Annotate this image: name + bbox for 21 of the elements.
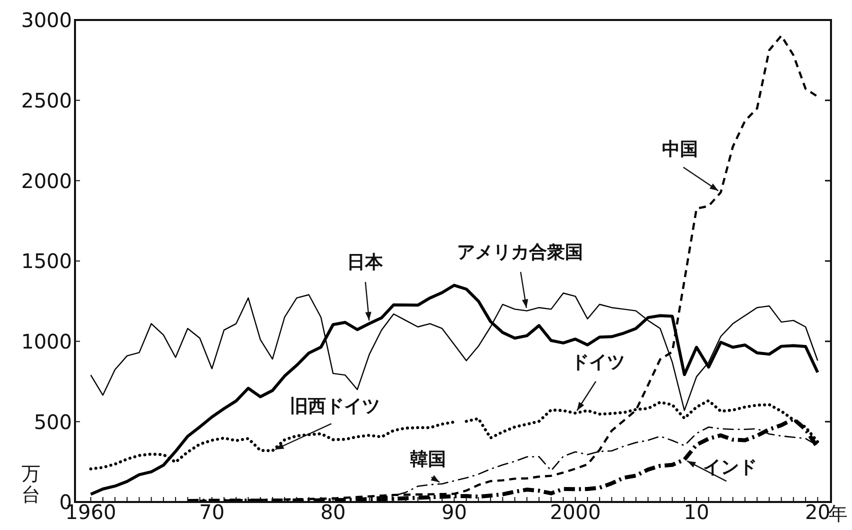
x-tick-label: 80 bbox=[320, 500, 346, 524]
y-tick-label: 2000 bbox=[21, 168, 72, 193]
series-label: 中国 bbox=[662, 139, 698, 160]
y-tick-label: 1500 bbox=[21, 249, 72, 274]
series-label: インド bbox=[703, 457, 757, 478]
series-label: 日本 bbox=[347, 252, 384, 273]
x-tick-label: 70 bbox=[199, 500, 225, 524]
x-tick-label: 2000 bbox=[550, 500, 601, 524]
x-tick-label: 20 bbox=[804, 500, 830, 524]
x-tick-label: 10 bbox=[684, 500, 710, 524]
x-axis-title: 年 bbox=[828, 503, 848, 525]
series-label: 韓国 bbox=[410, 449, 446, 470]
y-tick-label: 2500 bbox=[21, 88, 72, 112]
series-label: 旧西ドイツ bbox=[290, 396, 380, 417]
y-tick-label: 1000 bbox=[21, 329, 72, 354]
series-label: アメリカ合衆国 bbox=[457, 242, 583, 263]
x-tick-label: 90 bbox=[441, 500, 467, 524]
text: ドイツ bbox=[571, 352, 625, 373]
y-tick-label: 500 bbox=[34, 410, 72, 434]
y-tick-label: 3000 bbox=[21, 8, 72, 32]
y-axis-title: 万台 bbox=[20, 463, 42, 506]
